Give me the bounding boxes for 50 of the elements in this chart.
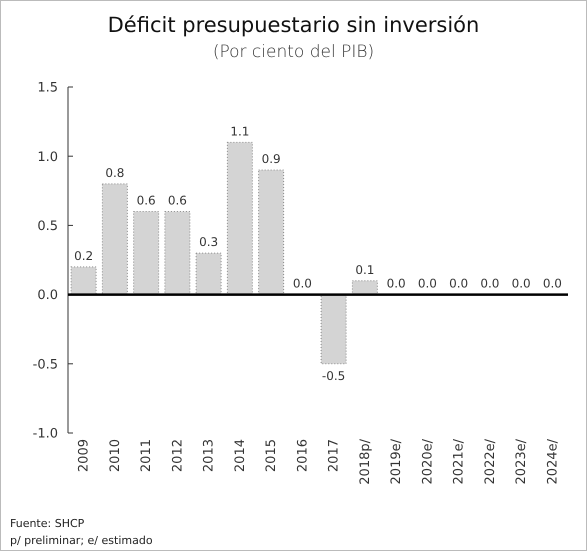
data-label: -0.5 — [322, 368, 346, 383]
x-tick-label: 2016 — [295, 439, 310, 472]
x-tick-label: 2011 — [139, 439, 154, 472]
y-tick-label: 0.5 — [37, 218, 58, 234]
x-tick-label: 2010 — [108, 439, 123, 472]
data-label: 1.1 — [230, 124, 250, 138]
data-label: 0.6 — [136, 194, 156, 208]
x-tick-label: 2024e/ — [545, 438, 560, 484]
chart-subtitle: (Por ciento del PIB) — [212, 42, 374, 62]
x-tick-label: 2023e/ — [514, 438, 530, 484]
bar — [196, 252, 222, 296]
x-tick-label: 2013 — [202, 439, 217, 472]
data-label: 0.0 — [386, 276, 406, 291]
y-tick-label: 0.0 — [37, 288, 58, 304]
bar — [258, 170, 284, 296]
data-label: 0.0 — [512, 276, 531, 291]
data-label: 0.1 — [355, 262, 374, 277]
y-tick-label: -0.5 — [32, 357, 58, 372]
data-label: 0.0 — [292, 276, 312, 291]
x-tick-label: 2019e/ — [389, 438, 404, 484]
chart-title: Déficit presupuestario sin inversión — [108, 13, 480, 37]
x-tick-label: 2009 — [76, 439, 92, 472]
y-tick-label: 1.0 — [37, 150, 58, 165]
source-note: Fuente: SHCP — [10, 517, 85, 530]
bar — [164, 211, 190, 296]
data-label: 0.0 — [418, 276, 437, 291]
bar — [102, 183, 128, 296]
bar — [133, 211, 160, 296]
x-tick-label: 2012 — [170, 439, 186, 472]
data-label: 0.8 — [105, 166, 124, 180]
bar — [320, 294, 347, 364]
x-tick-label: 2014 — [232, 439, 248, 472]
x-tick-label: 2022e/ — [482, 438, 498, 484]
y-tick-label: -1.0 — [32, 426, 58, 442]
data-label: 0.2 — [74, 248, 94, 263]
data-label: 0.9 — [262, 152, 281, 166]
x-tick-label: 2015 — [264, 439, 280, 472]
x-tick-label: 2020e/ — [420, 438, 436, 484]
data-label: 0.6 — [168, 194, 187, 208]
x-tick-label: 2018p/ — [358, 438, 373, 485]
y-tick-label: 1.5 — [37, 80, 58, 96]
bar — [70, 266, 97, 296]
text: p/ preliminar; e/ estimado — [10, 534, 153, 547]
bar — [226, 142, 253, 296]
data-label: 0.0 — [542, 276, 562, 291]
x-tick-label: 2021e/ — [452, 438, 467, 484]
x-tick-label: 2017 — [326, 439, 342, 472]
data-label: 0.3 — [199, 235, 218, 250]
data-label: 0.0 — [480, 276, 500, 291]
data-label: 0.0 — [449, 276, 468, 291]
